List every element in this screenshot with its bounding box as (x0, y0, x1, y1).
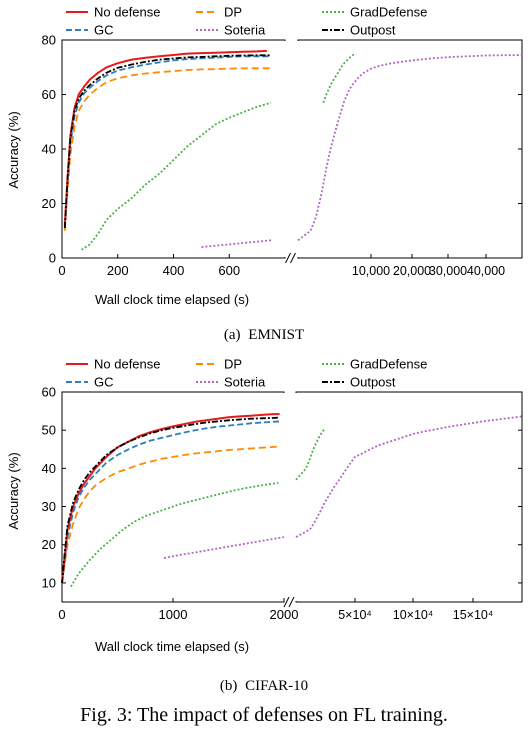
legend-label: GradDefense (350, 357, 427, 372)
x-tick-label: 600 (218, 263, 240, 278)
y-tick-label: 80 (42, 33, 56, 48)
series-gc-left (61, 420, 280, 584)
right-panel-frame (297, 39, 523, 259)
legend-label: Outpost (350, 375, 396, 390)
x-tick-label: 0 (58, 263, 65, 278)
left-panel-cifar10: 10 20 30 40 50 60 0 1000 2000 (42, 385, 299, 623)
legend-item-graddefense: GradDefense (322, 5, 427, 20)
series-soteria-left (163, 536, 285, 559)
legend-item-dp: DP (196, 357, 242, 372)
series-soteria-right (295, 415, 523, 538)
right-panel-frame (295, 391, 523, 603)
x-tick-label: 30,000 (429, 264, 467, 278)
series-outpost-left (61, 416, 280, 583)
subcaption-letter: (a) (224, 327, 241, 343)
series-dp-left (61, 445, 280, 584)
legend-label: GC (94, 23, 114, 38)
axis-break-mark (283, 596, 290, 608)
y-tick-label: 40 (42, 142, 56, 157)
y-tick-label: 30 (42, 499, 56, 514)
series-no-defense-left (63, 49, 267, 226)
y-tick-label: 60 (42, 385, 56, 400)
y-tick-label: 60 (42, 87, 56, 102)
legend-label: Soteria (224, 23, 266, 38)
series-graddefense-right (295, 428, 326, 481)
legend-cifar10: No defense DP GradDefense GC Soteria Outpost (66, 357, 427, 390)
x-tick-label: 0 (58, 607, 65, 622)
legend-label: DP (224, 357, 242, 372)
x-tick-label: 40,000 (467, 264, 505, 278)
legend-item-graddefense: GradDefense (322, 357, 427, 372)
series-no-defense-left (61, 413, 280, 584)
y-axis-label: Accuracy (%) (6, 111, 21, 188)
y-tick-label: 40 (42, 461, 56, 476)
x-tick-label: 200 (107, 263, 129, 278)
subcaption-letter: (b) (220, 678, 238, 694)
figure-caption: Fig. 3: The impact of defenses on FL tra… (80, 704, 448, 726)
legend-label: No defense (94, 5, 161, 20)
x-tick-label: 10×10⁴ (393, 608, 433, 622)
x-tick-label: 10,000 (352, 264, 390, 278)
x-tick-label: 15×10⁴ (453, 608, 493, 622)
x-tick-label: 5×10⁴ (338, 608, 372, 622)
x-tick-label: 2000 (270, 607, 299, 622)
left-panel-frame (61, 39, 286, 259)
x-tick-label: 1000 (159, 607, 188, 622)
legend-label: GradDefense (350, 5, 427, 20)
legend-item-soteria: Soteria (196, 375, 266, 390)
series-soteria-left (201, 239, 272, 248)
legend-item-no-defense: No defense (66, 357, 161, 372)
y-tick-label: 20 (42, 537, 56, 552)
x-tick-label: 400 (163, 263, 185, 278)
legend-emnist: No defense DP GradDefense GC Soteria Outpost (66, 5, 427, 38)
legend-item-no-defense: No defense (66, 5, 161, 20)
series-graddefense-left (81, 101, 272, 251)
x-tick-label: 20,000 (393, 264, 431, 278)
series-graddefense-right (322, 52, 356, 104)
axis-break-mark (288, 596, 295, 608)
series-graddefense-left (70, 482, 279, 588)
left-panel-emnist: 0 20 40 60 80 0 200 400 600 (42, 33, 286, 278)
y-tick-label: 0 (49, 251, 56, 266)
subcaption-cifar10: (b) CIFAR-10 (220, 678, 308, 694)
series-outpost-left (63, 54, 270, 229)
legend-label: Outpost (350, 23, 396, 38)
legend-label: DP (224, 5, 242, 20)
dataset-name: CIFAR-10 (245, 678, 308, 694)
subcaption-emnist: (a) EMNIST (224, 327, 304, 343)
legend-item-outpost: Outpost (322, 375, 396, 390)
legend-item-dp: DP (196, 5, 242, 20)
series-gc-left (63, 55, 270, 229)
x-axis-label: Wall clock time elapsed (s) (95, 292, 249, 307)
right-panel-cifar10: 5×10⁴ 10×10⁴ 15×10⁴ (283, 391, 523, 622)
legend-item-gc: GC (66, 23, 114, 38)
legend-item-outpost: Outpost (322, 23, 396, 38)
legend-item-gc: GC (66, 375, 114, 390)
dataset-name: EMNIST (248, 327, 304, 343)
y-tick-label: 10 (42, 575, 56, 590)
axis-break-mark (290, 252, 296, 264)
axis-break-mark (285, 252, 291, 264)
x-axis-label: Wall clock time elapsed (s) (95, 639, 249, 654)
y-axis-label: Accuracy (%) (6, 452, 21, 529)
series-dp-left (63, 67, 270, 231)
series-soteria-right (297, 54, 523, 242)
legend-label: No defense (94, 357, 161, 372)
y-tick-label: 20 (42, 196, 56, 211)
legend-label: Soteria (224, 375, 266, 390)
y-tick-label: 50 (42, 423, 56, 438)
legend-label: GC (94, 375, 114, 390)
legend-item-soteria: Soteria (196, 23, 266, 38)
